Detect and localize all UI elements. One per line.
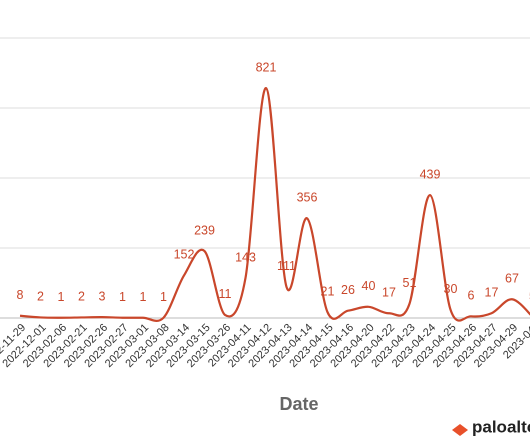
data-label: 17: [485, 286, 499, 300]
data-label: 2: [78, 290, 85, 304]
data-label: 239: [194, 223, 215, 237]
data-label: 40: [362, 279, 376, 293]
data-label: 2: [37, 290, 44, 304]
data-label: 3: [99, 289, 106, 303]
data-label: 152: [174, 248, 195, 262]
data-label: 21: [321, 284, 335, 298]
data-label: 1: [140, 290, 147, 304]
data-label: 143: [235, 250, 256, 264]
line: [19, 87, 530, 322]
data-label: 26: [341, 283, 355, 297]
data-label: 17: [382, 286, 396, 300]
data-label: 6: [468, 289, 475, 303]
data-label: 1: [58, 290, 65, 304]
data-label: 8: [17, 288, 24, 302]
data-label: 439: [420, 167, 441, 181]
logo: paloalto: [452, 417, 530, 436]
data-label: 111: [277, 259, 296, 273]
data-label: 11: [219, 287, 232, 301]
x-axis-label: Date: [279, 394, 318, 414]
data-label: 30: [444, 282, 458, 296]
data-label: 67: [505, 272, 519, 286]
logo-icon: [452, 424, 468, 436]
data-label: 356: [297, 191, 318, 205]
logo-text: paloalto: [472, 417, 530, 436]
data-label: 1: [119, 290, 126, 304]
data-label: 1: [160, 290, 167, 304]
data-label: 821: [256, 60, 277, 74]
data-label: 51: [403, 276, 417, 290]
